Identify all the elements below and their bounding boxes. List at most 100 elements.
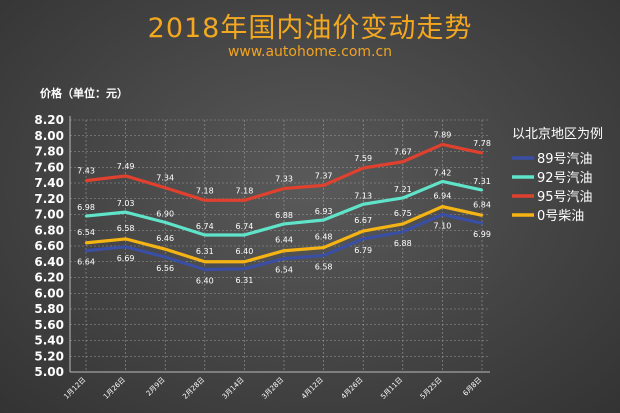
data-point [164, 221, 167, 224]
y-tick-label: 7.60 [34, 160, 64, 174]
data-point [203, 260, 206, 263]
data-point [441, 180, 444, 183]
data-label: 6.56 [156, 264, 174, 273]
y-axis-label: 价格（单位：元） [40, 86, 128, 100]
data-point [84, 179, 88, 182]
data-label: 6.74 [235, 222, 253, 231]
data-label: 7.67 [394, 148, 412, 157]
data-point [480, 151, 484, 155]
data-point [243, 260, 246, 263]
x-tick-label: 1月26日 [102, 376, 127, 401]
data-label: 6.98 [77, 203, 95, 212]
x-tick-label: 3月28日 [260, 376, 285, 401]
y-tick-label: 6.40 [34, 255, 64, 269]
data-point [441, 143, 444, 146]
data-label: 6.64 [77, 258, 95, 267]
chart-subtitle: www.autohome.com.cn [227, 44, 393, 60]
legend-title: 以北京地区为例 [512, 127, 603, 142]
data-label: 6.90 [156, 209, 174, 218]
gridlines [70, 119, 490, 372]
data-point [401, 160, 404, 163]
data-label: 6.58 [315, 262, 333, 271]
data-point [124, 174, 127, 178]
data-point [441, 213, 444, 216]
data-label: 7.18 [235, 186, 253, 195]
y-tick-label: 6.00 [34, 286, 64, 300]
data-label: 6.44 [275, 236, 293, 245]
data-point [124, 245, 127, 248]
x-tick-label: 2月28日 [181, 376, 206, 401]
x-tick-label: 2月9日 [145, 376, 167, 398]
data-label: 7.13 [354, 191, 372, 200]
data-point [362, 166, 365, 170]
data-label: 6.88 [394, 239, 412, 248]
x-tick-label: 5月25日 [419, 376, 444, 401]
data-point [401, 230, 404, 234]
data-point [362, 229, 365, 233]
data-label: 6.40 [235, 247, 253, 256]
data-label: 6.74 [196, 222, 214, 231]
y-tick-label: 7.80 [34, 145, 64, 159]
data-point [282, 257, 286, 260]
data-point [282, 187, 286, 190]
y-tick-label: 5.40 [34, 334, 64, 348]
data-label: 6.54 [275, 266, 293, 275]
data-point [84, 249, 88, 252]
data-label: 6.31 [196, 247, 214, 256]
data-point [322, 218, 325, 222]
data-point [282, 222, 286, 226]
data-label: 6.99 [473, 230, 491, 239]
data-point [243, 199, 246, 202]
data-label: 7.78 [473, 139, 491, 148]
legend-label: 0号柴油 [537, 209, 584, 224]
data-label: 6.75 [394, 209, 412, 218]
data-label: 7.89 [433, 130, 451, 139]
y-tick-label: 7.20 [34, 192, 64, 206]
data-label: 7.42 [433, 168, 451, 177]
y-tick-label: 7.00 [34, 208, 64, 222]
data-label: 6.69 [117, 254, 135, 263]
data-point [124, 210, 127, 214]
data-point [322, 246, 325, 249]
data-label: 6.48 [315, 233, 333, 242]
y-tick-label: 8.20 [34, 113, 64, 127]
data-point [480, 188, 484, 192]
data-label: 6.84 [473, 200, 491, 209]
legend-label: 92号汽油 [537, 171, 593, 186]
data-point [164, 247, 167, 251]
data-point [164, 255, 167, 259]
data-label: 7.31 [473, 177, 491, 186]
data-label: 6.79 [354, 246, 372, 255]
data-label: 6.94 [433, 192, 451, 201]
data-label: 6.54 [77, 228, 95, 237]
y-tick-label: 8.00 [34, 129, 64, 143]
data-point [480, 214, 484, 217]
legend-label: 89号汽油 [537, 152, 593, 167]
data-label: 7.49 [117, 162, 135, 171]
x-tick-label: 4月12日 [300, 376, 325, 401]
data-point [322, 184, 325, 187]
data-label: 7.21 [394, 185, 412, 194]
data-label: 6.67 [354, 216, 372, 225]
series-lines [84, 142, 484, 272]
data-label: 7.43 [77, 167, 95, 176]
data-point [124, 237, 127, 241]
data-labels: 6.64 6.69 6.56 6.40 6.31 6.54 6.58 6.79 6.88 7.10… [77, 130, 491, 285]
data-label: 6.58 [117, 224, 135, 233]
data-point [401, 196, 404, 200]
x-tick-label: 6月8日 [462, 376, 484, 398]
data-point [203, 199, 206, 202]
y-tick-label: 6.20 [34, 271, 64, 285]
data-point [362, 203, 365, 206]
legend: 以北京地区为例 89号汽油 92号汽油 95号汽油 0号柴油 [512, 127, 603, 224]
data-label: 6.93 [315, 207, 333, 216]
chart-title: 2018年国内油价变动走势 [147, 13, 473, 44]
data-point [282, 249, 286, 252]
y-tick-label: 5.60 [34, 318, 64, 332]
y-tick-label: 6.60 [34, 239, 64, 253]
data-point [164, 186, 167, 189]
x-tick-label: 1月12日 [62, 376, 87, 401]
data-label: 7.10 [433, 222, 451, 231]
data-point [84, 214, 88, 218]
